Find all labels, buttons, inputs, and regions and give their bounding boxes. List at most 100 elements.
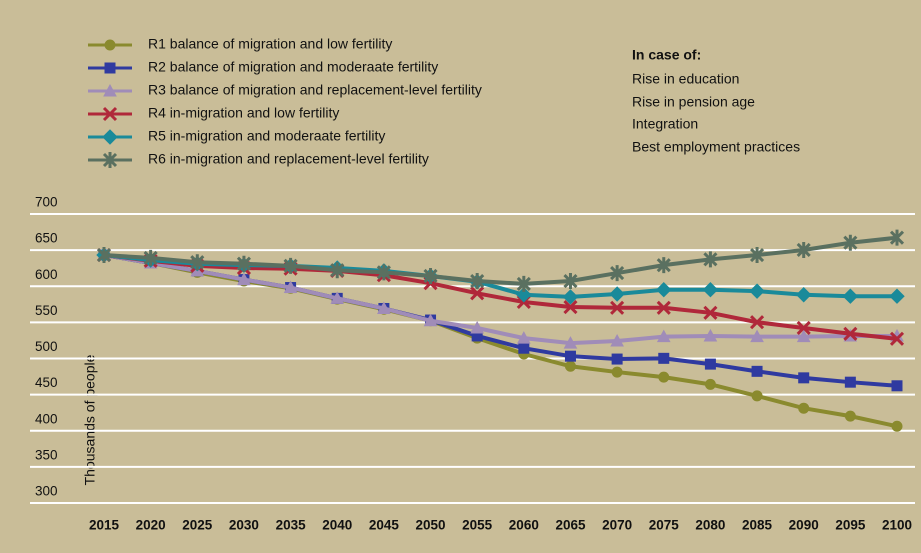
- x-tick-label: 2090: [789, 518, 819, 533]
- data-point: [750, 329, 764, 343]
- x-tick-label: 2040: [322, 518, 352, 533]
- data-point: [656, 300, 671, 315]
- legend-marker: [102, 106, 118, 122]
- data-point: [891, 380, 903, 392]
- data-point: [377, 301, 391, 314]
- data-point: [283, 280, 298, 294]
- data-point: [703, 251, 718, 268]
- y-axis-label: Thousands of people: [82, 354, 98, 485]
- x-tick-label: 2060: [509, 518, 539, 533]
- x-tick-label: 2020: [136, 518, 166, 533]
- data-point: [798, 402, 810, 414]
- x-tick-label: 2030: [229, 518, 259, 533]
- data-point: [470, 320, 485, 334]
- data-point: [236, 255, 252, 272]
- series-line: [103, 253, 897, 346]
- data-point: [842, 288, 859, 304]
- x-tick-label: 2095: [835, 518, 866, 533]
- x-tick-label: 2055: [462, 518, 493, 533]
- data-point: [609, 286, 625, 302]
- legend-marker: [102, 129, 118, 145]
- data-point: [611, 366, 623, 378]
- y-tick-label: 400: [35, 411, 58, 426]
- annotation-item: Rise in education: [632, 71, 739, 87]
- data-point: [563, 299, 578, 315]
- data-point: [656, 257, 671, 274]
- y-tick-label: 600: [35, 267, 58, 282]
- data-point: [751, 365, 763, 377]
- data-point: [796, 320, 811, 336]
- data-point: [516, 331, 531, 344]
- x-tick-label: 2070: [602, 518, 632, 533]
- data-point: [751, 390, 763, 402]
- data-point: [563, 273, 578, 290]
- data-point: [562, 289, 579, 305]
- x-tick-label: 2065: [555, 518, 586, 533]
- data-point: [891, 420, 903, 432]
- data-point: [283, 257, 298, 274]
- data-point: [470, 286, 485, 301]
- legend-label: R5 in-migration and moderaate fertility: [148, 128, 385, 144]
- x-tick-label: 2100: [882, 518, 912, 533]
- data-point: [658, 371, 670, 383]
- data-point: [610, 300, 625, 315]
- data-point: [658, 352, 670, 364]
- data-point: [795, 287, 812, 303]
- data-point: [516, 287, 532, 303]
- legend-marker: [103, 83, 117, 97]
- y-tick-label: 350: [35, 447, 58, 462]
- x-tick-label: 2085: [742, 518, 773, 533]
- data-point: [423, 313, 438, 327]
- annotation-item: Integration: [632, 116, 698, 132]
- legend-marker: [104, 39, 116, 51]
- data-point: [889, 229, 905, 246]
- data-point: [703, 328, 718, 342]
- y-tick-label: 700: [35, 195, 58, 210]
- legend-label: R4 in-migration and low fertility: [148, 105, 339, 121]
- annotation-item: Rise in pension age: [632, 94, 755, 110]
- y-tick-label: 500: [35, 339, 58, 354]
- y-tick-label: 550: [35, 303, 58, 318]
- x-tick-label: 2075: [649, 518, 680, 533]
- data-point: [843, 234, 858, 251]
- data-point: [143, 249, 158, 266]
- data-point: [796, 329, 811, 343]
- y-tick-label: 450: [35, 375, 58, 390]
- data-point: [190, 254, 205, 271]
- data-point: [470, 273, 485, 290]
- data-point: [330, 291, 345, 304]
- data-point: [563, 336, 578, 349]
- x-tick-label: 2045: [369, 518, 400, 533]
- data-point: [798, 372, 810, 384]
- data-point: [96, 247, 112, 264]
- legend-label: R2 balance of migration and moderaate fe…: [148, 59, 438, 75]
- data-point: [656, 281, 672, 298]
- data-point: [237, 272, 251, 286]
- data-point: [749, 247, 765, 264]
- data-point: [703, 305, 718, 320]
- data-point: [564, 360, 576, 372]
- legend-marker: [102, 152, 118, 168]
- x-tick-label: 2015: [89, 518, 120, 533]
- data-point: [796, 241, 811, 258]
- x-tick-label: 2035: [276, 518, 307, 533]
- data-point: [749, 315, 765, 330]
- series-line: [103, 253, 898, 341]
- legend-label: R1 balance of migration and low fertilit…: [148, 36, 392, 52]
- x-tick-label: 2080: [695, 518, 725, 533]
- data-point: [702, 281, 719, 298]
- data-point: [516, 275, 531, 292]
- data-point: [610, 333, 624, 347]
- data-point: [423, 267, 438, 284]
- data-point: [889, 331, 905, 346]
- data-point: [843, 326, 858, 341]
- data-point: [518, 342, 530, 354]
- data-point: [611, 353, 623, 365]
- x-tick-label: 2050: [416, 518, 446, 533]
- data-point: [889, 288, 905, 304]
- x-tick-label: 2025: [182, 518, 213, 533]
- data-point: [844, 376, 856, 388]
- data-point: [656, 329, 671, 343]
- data-point: [610, 265, 625, 282]
